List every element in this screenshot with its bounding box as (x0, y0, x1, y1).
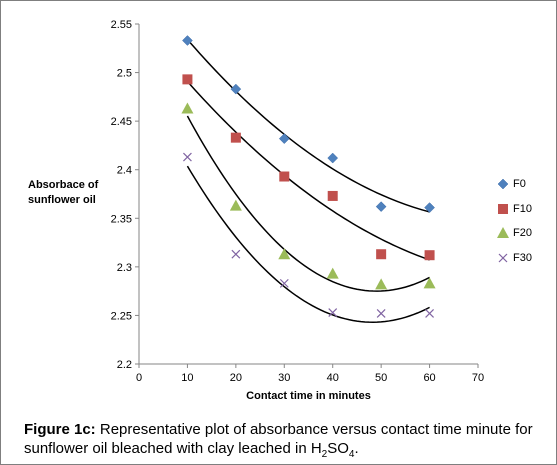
y-axis-label: Absorbace of sunflower oil (28, 179, 99, 206)
point-f0 (375, 201, 387, 212)
point-f30 (279, 278, 289, 288)
point-f30 (376, 309, 386, 318)
caption-end: . (354, 440, 359, 457)
point-f0 (424, 202, 435, 213)
legend-item-f30: F30 (497, 246, 532, 271)
point-f10 (424, 250, 435, 261)
caption-sub-4: 4 (348, 449, 355, 460)
markers (181, 35, 436, 318)
y-tick-label: 2.4 (117, 165, 132, 177)
y-tick-label: 2.5 (117, 68, 132, 80)
point-f20 (423, 277, 436, 289)
point-f10 (327, 190, 338, 201)
legend-marker-shape (497, 227, 509, 239)
legend-marker (497, 227, 509, 239)
x-tick-label: 40 (327, 372, 339, 384)
x-tick-label: 10 (181, 372, 193, 384)
point-f0 (327, 152, 339, 164)
point-f0 (278, 133, 290, 144)
y-tick-label: 2.2 (117, 359, 132, 371)
legend-item-f0: F0 (497, 172, 532, 197)
legend-label: F0 (513, 178, 526, 191)
point-f0 (230, 83, 242, 95)
legend: F0 F10 F20 F30 (497, 172, 532, 270)
y-tick-label: 2.45 (111, 116, 132, 128)
legend-label: F30 (513, 251, 532, 264)
point-f0 (182, 35, 193, 46)
point-f10 (182, 74, 193, 85)
y-tick-label: 2.35 (111, 213, 132, 225)
x-tick-label: 60 (423, 372, 435, 384)
trendlines (186, 38, 430, 323)
caption-sub-2: 2 (321, 449, 328, 460)
caption-so: SO (327, 440, 349, 457)
point-f20 (229, 199, 242, 211)
axes: 2.2 2.25 2.3 2.35 2.4 2.45 2.5 2.55 0 10 20 30 40 50 6… (111, 19, 485, 384)
trendline-f10 (186, 81, 430, 261)
y-tick-label: 2.55 (111, 19, 132, 31)
x-tick-label: 20 (230, 372, 242, 384)
point-f10 (230, 132, 241, 143)
legend-label: F20 (513, 227, 532, 240)
trendline-f30 (186, 165, 430, 323)
legend-marker (497, 178, 509, 190)
point-f30 (328, 308, 338, 317)
point-f20 (278, 248, 291, 260)
caption-text: Representative plot of absorbance versus… (24, 421, 533, 457)
legend-item-f10: F10 (497, 197, 532, 222)
x-tick-label: 30 (278, 372, 290, 384)
legend-label: F10 (513, 202, 532, 215)
point-f20 (326, 267, 339, 279)
caption-label: Figure 1c: (24, 421, 96, 438)
y-tick-label: 2.3 (117, 262, 132, 274)
point-f30 (231, 249, 241, 259)
legend-marker (498, 203, 508, 214)
point-f10 (376, 249, 387, 260)
legend-marker (498, 253, 508, 263)
x-tick-label: 50 (375, 372, 387, 384)
legend-marker-shape (498, 253, 508, 263)
x-tick-label: 0 (136, 372, 142, 384)
point-f20 (181, 102, 194, 114)
legend-item-f20: F20 (497, 221, 532, 246)
y-tick-label: 2.25 (111, 310, 132, 322)
point-f20 (375, 278, 388, 290)
legend-marker-shape (497, 178, 509, 190)
point-f10 (279, 171, 290, 182)
legend-marker-shape (498, 203, 508, 214)
trendline-f20 (186, 115, 430, 292)
point-f30 (183, 152, 192, 162)
trendline-f0 (186, 38, 430, 213)
point-f30 (425, 309, 434, 318)
x-tick-label: 70 (472, 372, 484, 384)
x-axis-label: Contact time in minutes (246, 390, 371, 402)
figure-caption: Figure 1c: Representative plot of absorb… (24, 420, 549, 464)
